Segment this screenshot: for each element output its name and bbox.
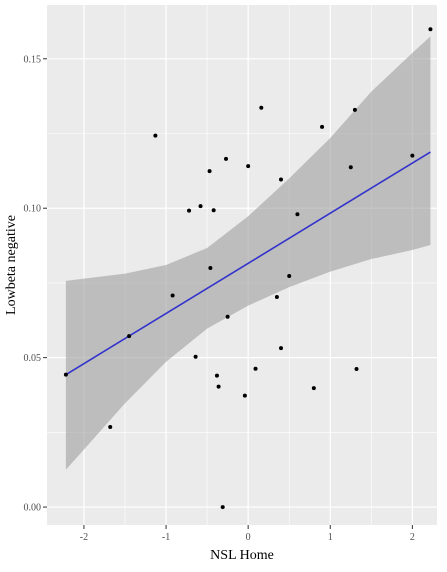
regression-line — [65, 151, 431, 376]
data-point — [214, 373, 219, 378]
x-tick-label: 1 — [328, 532, 333, 543]
data-point — [207, 169, 212, 174]
data-point — [242, 393, 247, 398]
data-point — [193, 354, 198, 359]
data-point — [287, 274, 292, 279]
data-point — [320, 124, 325, 129]
x-tick-label: -1 — [162, 532, 170, 543]
data-point — [187, 208, 192, 213]
x-tick-label: 2 — [410, 532, 415, 543]
y-tick-label: 0.00 — [24, 503, 42, 514]
data-point — [348, 165, 353, 170]
data-point — [279, 177, 283, 182]
y-axis-ticks: 0.00 0.05 0.10 0.15 — [24, 54, 47, 514]
data-point — [216, 384, 221, 389]
x-tick-label: 0 — [246, 532, 251, 543]
x-axis-ticks: -2 -1 0 1 2 — [80, 525, 415, 543]
data-point — [208, 265, 213, 270]
data-point — [170, 293, 175, 298]
data-point — [259, 105, 264, 110]
y-tick-label: 0.15 — [24, 54, 42, 65]
y-tick-label: 0.05 — [24, 353, 42, 364]
data-point — [127, 334, 132, 339]
data-point — [225, 314, 230, 319]
data-point — [153, 133, 158, 138]
data-points — [63, 27, 433, 510]
data-point — [354, 367, 359, 371]
data-point — [246, 164, 251, 169]
y-axis-title: Lowbeta negative — [4, 215, 19, 315]
confidence-ribbon — [65, 36, 431, 470]
data-point — [311, 386, 316, 391]
x-axis-title: NSL Home — [210, 548, 274, 563]
data-point — [223, 156, 228, 161]
data-point — [108, 424, 113, 429]
data-point — [428, 27, 433, 32]
data-point — [253, 366, 258, 371]
data-point — [410, 153, 415, 158]
y-tick-label: 0.10 — [24, 204, 42, 215]
data-point — [63, 372, 68, 377]
x-tick-label: -2 — [80, 532, 88, 543]
data-point — [274, 294, 279, 299]
data-point — [352, 107, 357, 112]
data-point — [220, 505, 225, 510]
data-point — [211, 208, 216, 213]
data-point — [295, 212, 300, 217]
data-point — [279, 346, 283, 351]
data-point — [198, 204, 203, 209]
